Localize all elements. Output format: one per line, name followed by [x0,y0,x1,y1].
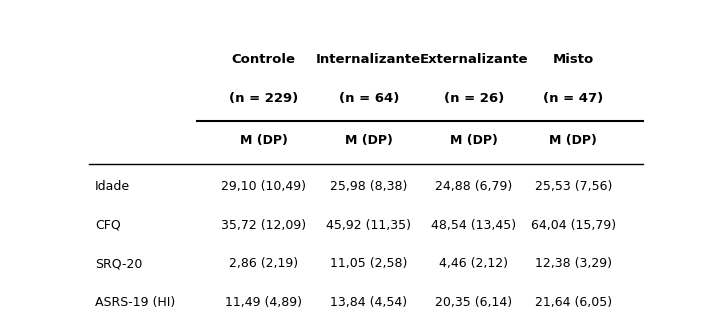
Text: 29,10 (10,49): 29,10 (10,49) [221,180,306,193]
Text: 45,92 (11,35): 45,92 (11,35) [326,219,411,232]
Text: M (DP): M (DP) [240,134,288,147]
Text: (n = 47): (n = 47) [543,92,603,105]
Text: (n = 229): (n = 229) [229,92,298,105]
Text: M (DP): M (DP) [345,134,393,147]
Text: 48,54 (13,45): 48,54 (13,45) [431,219,516,232]
Text: 20,35 (6,14): 20,35 (6,14) [436,296,513,309]
Text: SRQ-20: SRQ-20 [95,258,142,271]
Text: 64,04 (15,79): 64,04 (15,79) [531,219,616,232]
Text: 24,88 (6,79): 24,88 (6,79) [436,180,513,193]
Text: 25,98 (8,38): 25,98 (8,38) [330,180,408,193]
Text: Idade: Idade [95,180,130,193]
Text: Controle: Controle [231,53,296,66]
Text: M (DP): M (DP) [450,134,498,147]
Text: CFQ: CFQ [95,219,121,232]
Text: 21,64 (6,05): 21,64 (6,05) [535,296,612,309]
Text: 35,72 (12,09): 35,72 (12,09) [221,219,306,232]
Text: 12,38 (3,29): 12,38 (3,29) [535,258,612,271]
Text: 25,53 (7,56): 25,53 (7,56) [535,180,612,193]
Text: 11,49 (4,89): 11,49 (4,89) [225,296,302,309]
Text: Externalizante: Externalizante [420,53,528,66]
Text: 13,84 (4,54): 13,84 (4,54) [330,296,407,309]
Text: ASRS-19 (HI): ASRS-19 (HI) [95,296,175,309]
Text: 11,05 (2,58): 11,05 (2,58) [330,258,408,271]
Text: (n = 26): (n = 26) [443,92,504,105]
Text: 2,86 (2,19): 2,86 (2,19) [229,258,298,271]
Text: Internalizante: Internalizante [316,53,421,66]
Text: M (DP): M (DP) [550,134,598,147]
Text: Misto: Misto [553,53,594,66]
Text: (n = 64): (n = 64) [338,92,399,105]
Text: 4,46 (2,12): 4,46 (2,12) [439,258,508,271]
